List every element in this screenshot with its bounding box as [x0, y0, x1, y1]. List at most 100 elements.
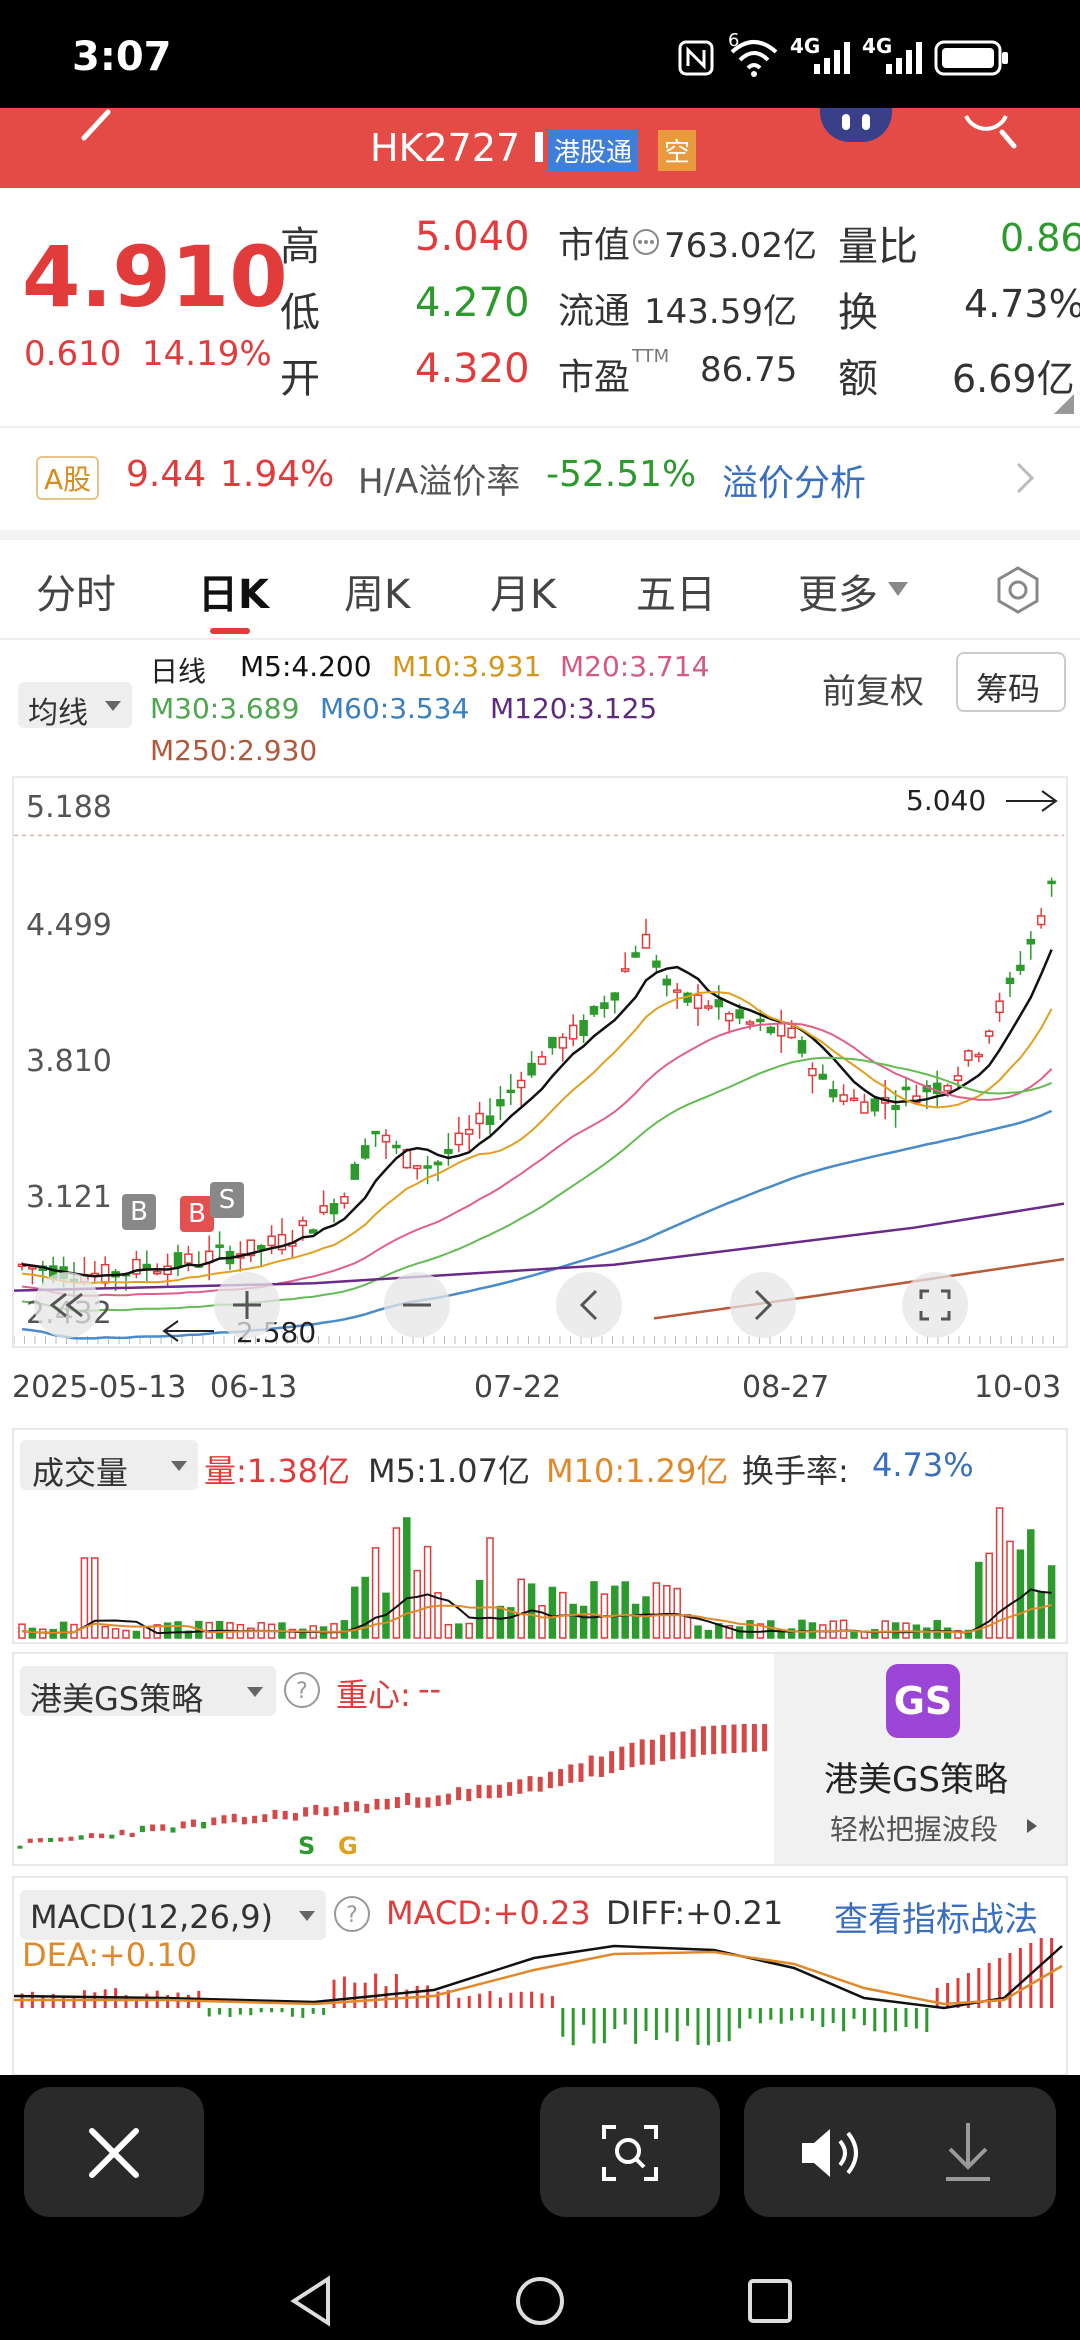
- candle: [891, 1090, 900, 1128]
- kline-panel: 5.188 4.499 3.810 3.121 2.432 5.040 2.58…: [12, 776, 1068, 1349]
- zoom-out-button[interactable]: [384, 1272, 450, 1338]
- gs-bar: [150, 1824, 156, 1832]
- gs-bar: [415, 1797, 421, 1808]
- scan-button[interactable]: [540, 2087, 720, 2217]
- gs-selector[interactable]: 港美GS策略: [20, 1666, 276, 1718]
- close-button[interactable]: [24, 2087, 204, 2217]
- candle: [516, 1071, 526, 1106]
- gs-bar: [568, 1764, 574, 1783]
- gs-chart[interactable]: [14, 1724, 774, 1864]
- volume-bar: [288, 1628, 297, 1639]
- macd-bar: [571, 2008, 575, 2046]
- download-icon[interactable]: [940, 2119, 996, 2185]
- volume-bar: [871, 1628, 879, 1639]
- a-share-row[interactable]: A股 9.44 1.94% H/A溢价率 -52.51% 溢价分析: [0, 428, 1080, 528]
- gs-bar: [48, 1837, 54, 1843]
- double-chevron-left-icon: [49, 1292, 83, 1318]
- volume-bar: [579, 1605, 588, 1639]
- tab-weekly-k[interactable]: 周K: [344, 572, 411, 618]
- gs-bar: [558, 1769, 564, 1787]
- candle: [132, 1250, 141, 1279]
- adjust-option[interactable]: 前复权: [822, 672, 924, 712]
- macd-bar: [238, 2008, 242, 2015]
- ma120-label: M120:3.125: [490, 692, 658, 725]
- nav-home-icon[interactable]: [512, 2273, 568, 2329]
- macd-bar: [831, 2008, 835, 2024]
- tab-five-day[interactable]: 五日: [636, 572, 716, 618]
- tab-more[interactable]: 更多: [798, 572, 878, 618]
- volume-selector[interactable]: 成交量: [20, 1440, 198, 1492]
- macd-bar: [852, 2008, 856, 2019]
- volume-bar: [184, 1630, 193, 1639]
- macd-chart[interactable]: [14, 1938, 1066, 2074]
- gs-bar: [241, 1817, 247, 1825]
- gs-bar: [751, 1724, 757, 1752]
- candle: [579, 1014, 588, 1043]
- tab-daily-k[interactable]: 日K: [198, 572, 269, 618]
- volume-chart[interactable]: [14, 1500, 1066, 1642]
- chart-prev-button[interactable]: [556, 1272, 622, 1338]
- x-tick-4: 10-03: [974, 1370, 1062, 1405]
- candle: [485, 1098, 495, 1135]
- macd-bar: [602, 2008, 606, 2044]
- chart-rewind-button[interactable]: [34, 1272, 100, 1338]
- robot-assistant-icon[interactable]: [820, 108, 892, 142]
- fullscreen-button[interactable]: [902, 1272, 968, 1338]
- nav-recents-icon[interactable]: [742, 2273, 798, 2329]
- candle: [714, 985, 724, 1020]
- candle: [693, 984, 703, 1027]
- marker-b-2[interactable]: B: [180, 1196, 214, 1232]
- premium-analysis-link[interactable]: 溢价分析: [722, 463, 867, 504]
- macd-bar: [592, 2008, 596, 2044]
- stock-header: HK2727 港股通 空: [0, 108, 1080, 188]
- gs-bar: [496, 1784, 502, 1798]
- high-value: 5.040: [415, 214, 530, 260]
- gs-bar: [17, 1845, 23, 1849]
- gs-marker-s: S: [298, 1832, 316, 1860]
- gs-bar: [292, 1813, 298, 1821]
- gs-bar: [680, 1731, 686, 1759]
- ma-line: [21, 1109, 1053, 1340]
- marker-b-1[interactable]: B: [122, 1194, 156, 1230]
- indicator-strategy-link[interactable]: 查看指标战法: [834, 1900, 1038, 1940]
- macd-bar: [509, 1992, 513, 2008]
- gs-center-value: --: [418, 1670, 442, 1708]
- premium-label: H/A溢价率: [358, 462, 521, 502]
- macd-help-icon[interactable]: ?: [332, 1894, 372, 1934]
- nav-back-icon[interactable]: [284, 2273, 340, 2329]
- candle: [464, 1114, 474, 1152]
- volume-bar: [455, 1623, 463, 1639]
- ma-selector[interactable]: 均线: [18, 682, 132, 731]
- chips-button[interactable]: 筹码: [956, 652, 1066, 712]
- kline-chart[interactable]: [14, 778, 1066, 1346]
- candle: [828, 1080, 838, 1103]
- battery-icon: [934, 40, 1008, 76]
- candle: [308, 1228, 318, 1234]
- zoom-in-button[interactable]: [214, 1272, 280, 1338]
- tab-monthly-k[interactable]: 月K: [490, 572, 557, 618]
- macd-selector[interactable]: MACD(12,26,9): [20, 1890, 326, 1940]
- gs-bar: [670, 1732, 676, 1760]
- gs-bar: [119, 1829, 125, 1836]
- volume-bar: [881, 1620, 889, 1639]
- gs-bar: [690, 1729, 696, 1757]
- gs-bar: [476, 1784, 482, 1799]
- back-icon[interactable]: [72, 108, 122, 148]
- expand-corner-icon[interactable]: [1054, 394, 1074, 414]
- volume-icon[interactable]: [798, 2123, 868, 2183]
- search-icon[interactable]: [962, 108, 1022, 152]
- chart-next-button[interactable]: [730, 1272, 796, 1338]
- macd-bar: [696, 2008, 700, 2045]
- settings-icon[interactable]: [992, 564, 1044, 616]
- more-info-icon[interactable]: [632, 228, 660, 256]
- status-bar: 3:07 6 4G 4G: [0, 0, 1080, 108]
- candle: [340, 1192, 349, 1209]
- macd-bar: [103, 1989, 107, 2008]
- tab-intraday[interactable]: 分时: [36, 572, 116, 618]
- gs-bar: [272, 1809, 278, 1819]
- gs-promo-card[interactable]: GS 港美GS策略 轻松把握波段: [774, 1654, 1066, 1864]
- gs-bar: [507, 1782, 513, 1796]
- marker-s[interactable]: S: [210, 1182, 244, 1218]
- help-icon[interactable]: ?: [282, 1670, 322, 1710]
- macd-bar: [207, 2008, 211, 2017]
